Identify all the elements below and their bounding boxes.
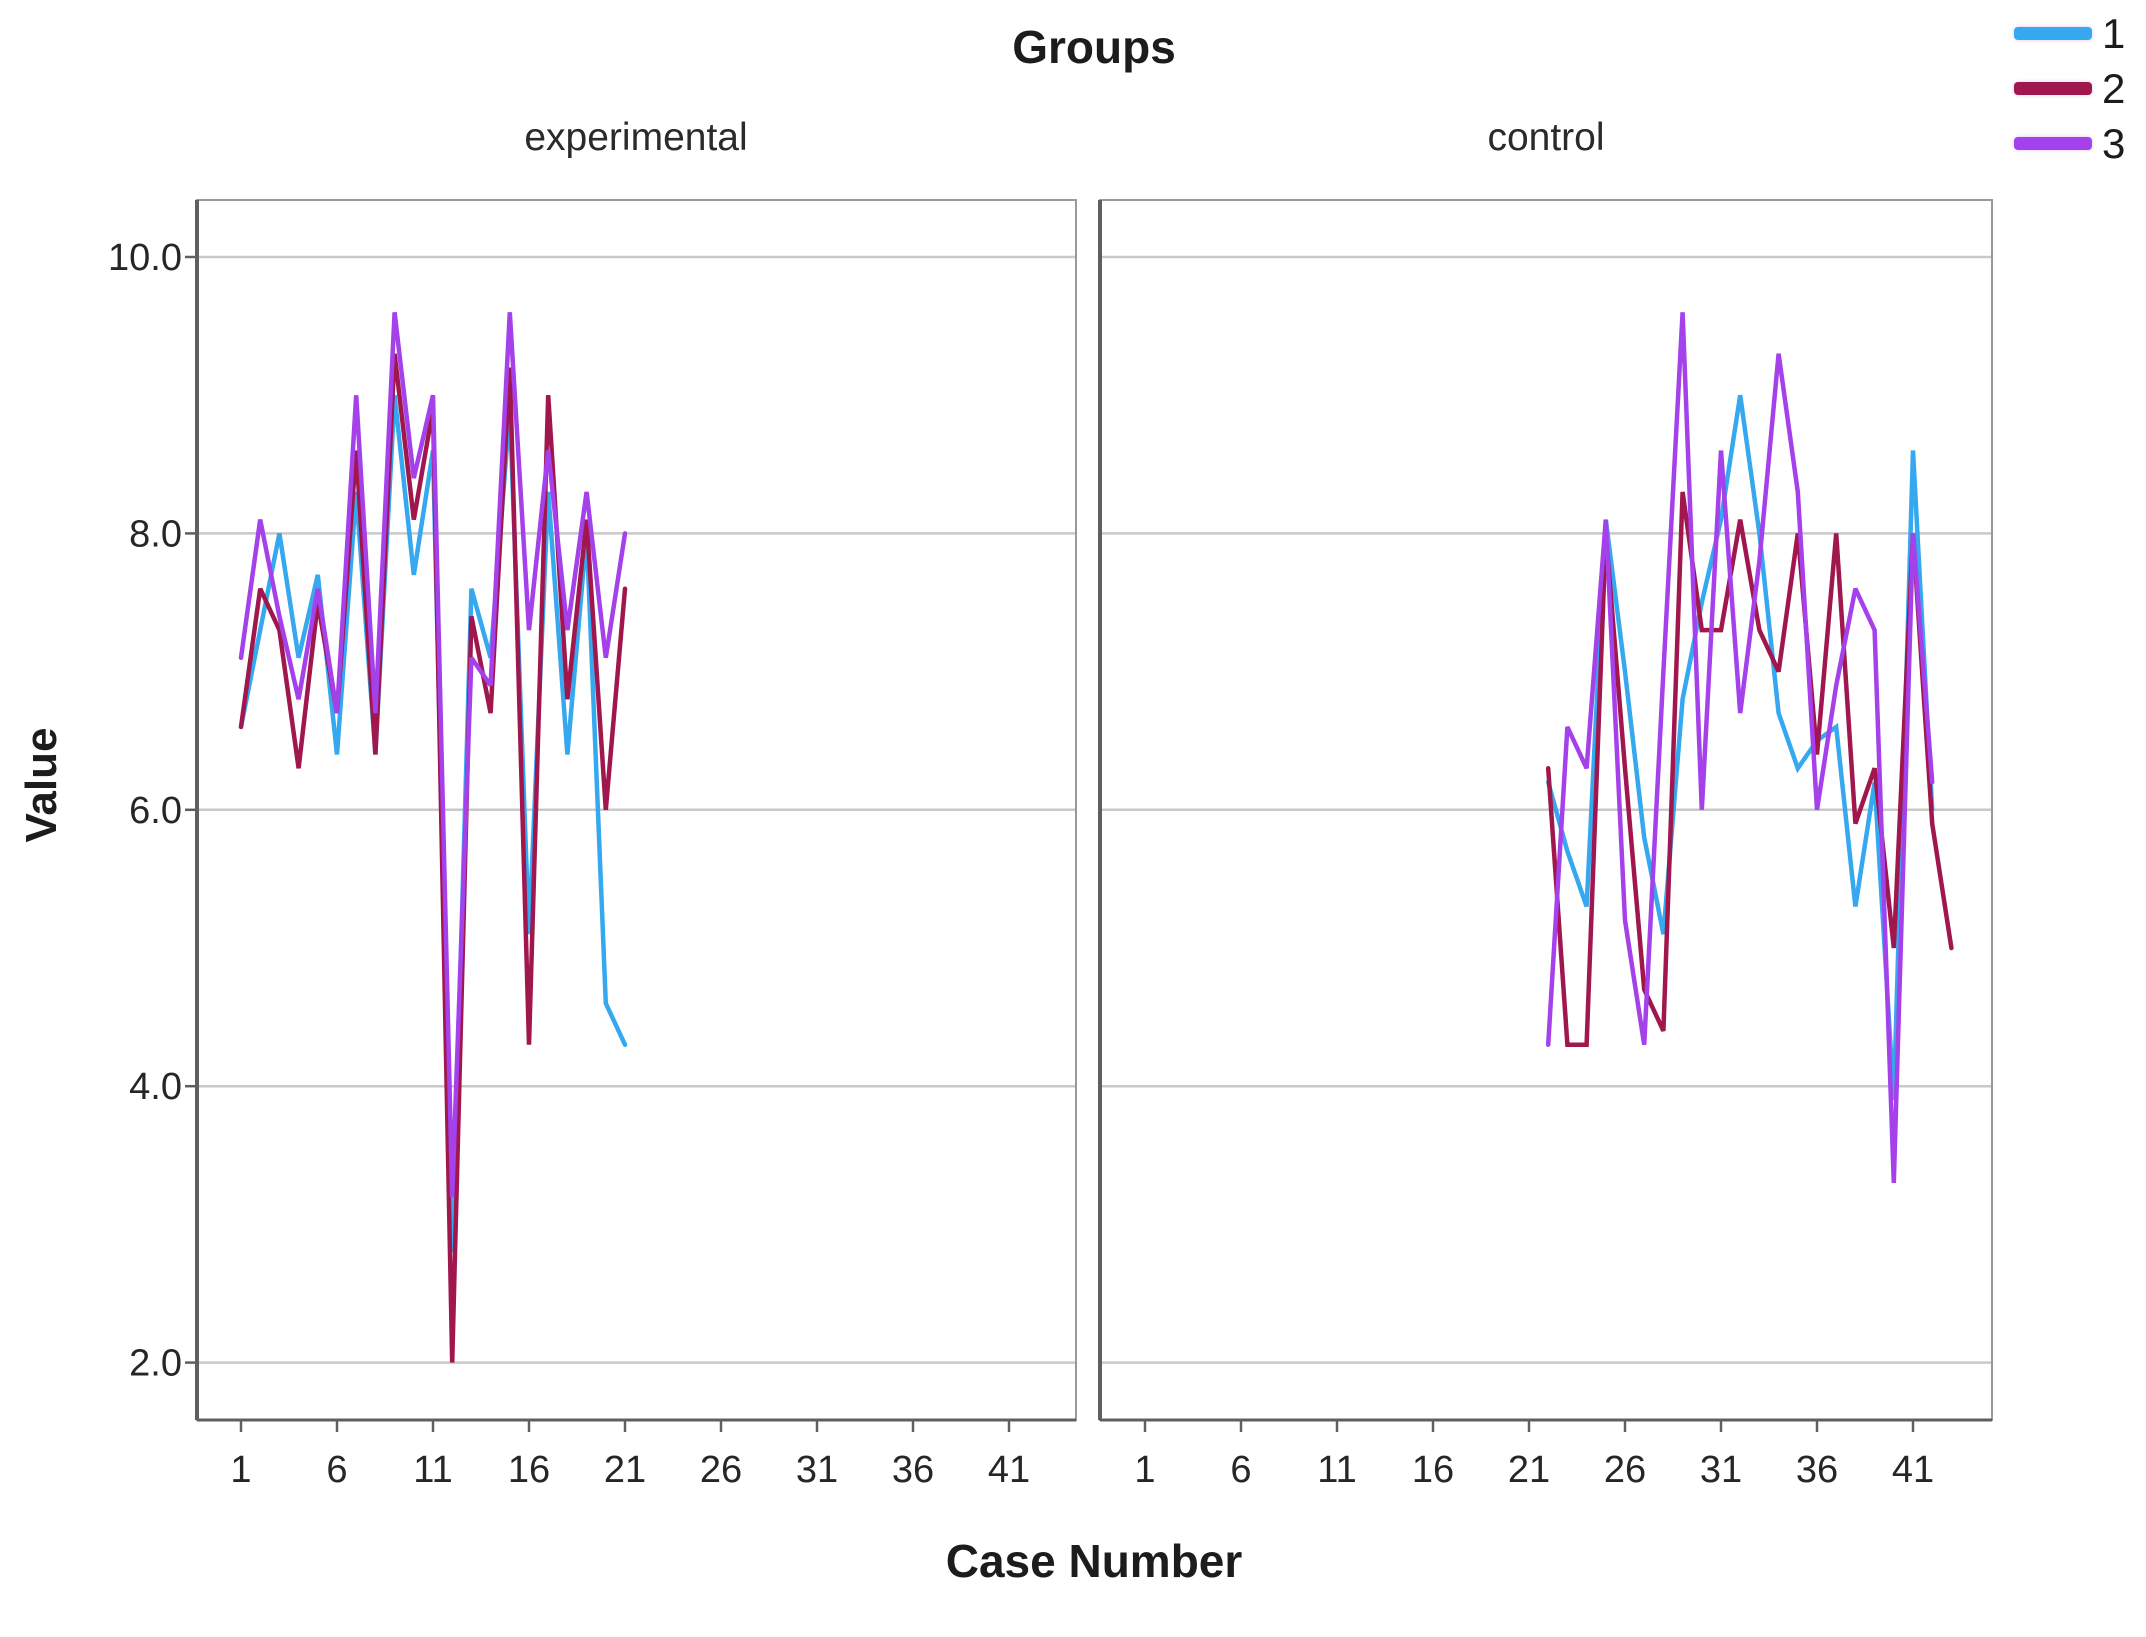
legend-label-group3: 3 [2102,119,2126,167]
x-tick-label: 26 [1604,1449,1646,1491]
x-tick-label: 16 [508,1449,550,1491]
legend-swatch-group1-icon [2014,27,2092,40]
x-tick-label: 6 [1230,1449,1251,1491]
legend-label-group2: 2 [2102,64,2126,112]
x-tick-label: 26 [700,1449,742,1491]
x-tick-label: 1 [230,1449,251,1491]
y-tick-label: 2.0 [129,1343,182,1385]
chart-title: Groups [1012,21,1176,73]
legend: 1 2 3 [2014,6,2125,171]
series-line-group1-experimental [238,394,628,1253]
y-tick-label: 8.0 [129,513,182,555]
legend-label-group1: 1 [2102,9,2126,57]
x-tick-label: 31 [796,1449,838,1491]
x-tick-label: 21 [604,1449,646,1491]
legend-entry-group3: 3 [2014,116,2125,171]
legend-entry-group1: 1 [2014,6,2125,61]
x-tick-label: 1 [1134,1449,1155,1491]
series-line-group1-control [1545,394,1935,1101]
series-line-group3-experimental [238,312,628,1197]
y-tick-label: 4.0 [129,1066,182,1108]
y-tick-label: 10.0 [108,237,182,279]
x-tick-label: 36 [892,1449,934,1491]
series-line-group2-experimental [238,353,628,1363]
x-tick-label: 6 [326,1449,347,1491]
x-tick-label: 31 [1700,1449,1742,1491]
legend-entry-group2: 2 [2014,61,2125,116]
x-axis-title: Case Number [945,1535,1243,1587]
x-tick-label: 11 [1317,1449,1356,1491]
facet-label-control: control [1487,116,1605,159]
facet-label-experimental: experimental [524,116,748,159]
legend-swatch-group3-icon [2014,137,2092,150]
x-tick-label: 16 [1412,1449,1454,1491]
y-tick-label: 6.0 [129,790,182,832]
x-tick-label: 21 [1508,1449,1550,1491]
x-tick-label: 36 [1796,1449,1838,1491]
series-line-group3-control [1545,312,1935,1183]
x-tick-label: 41 [1892,1449,1934,1491]
legend-swatch-group2-icon [2014,82,2092,95]
x-tick-label: 41 [988,1449,1030,1491]
x-tick-label: 11 [413,1449,452,1491]
